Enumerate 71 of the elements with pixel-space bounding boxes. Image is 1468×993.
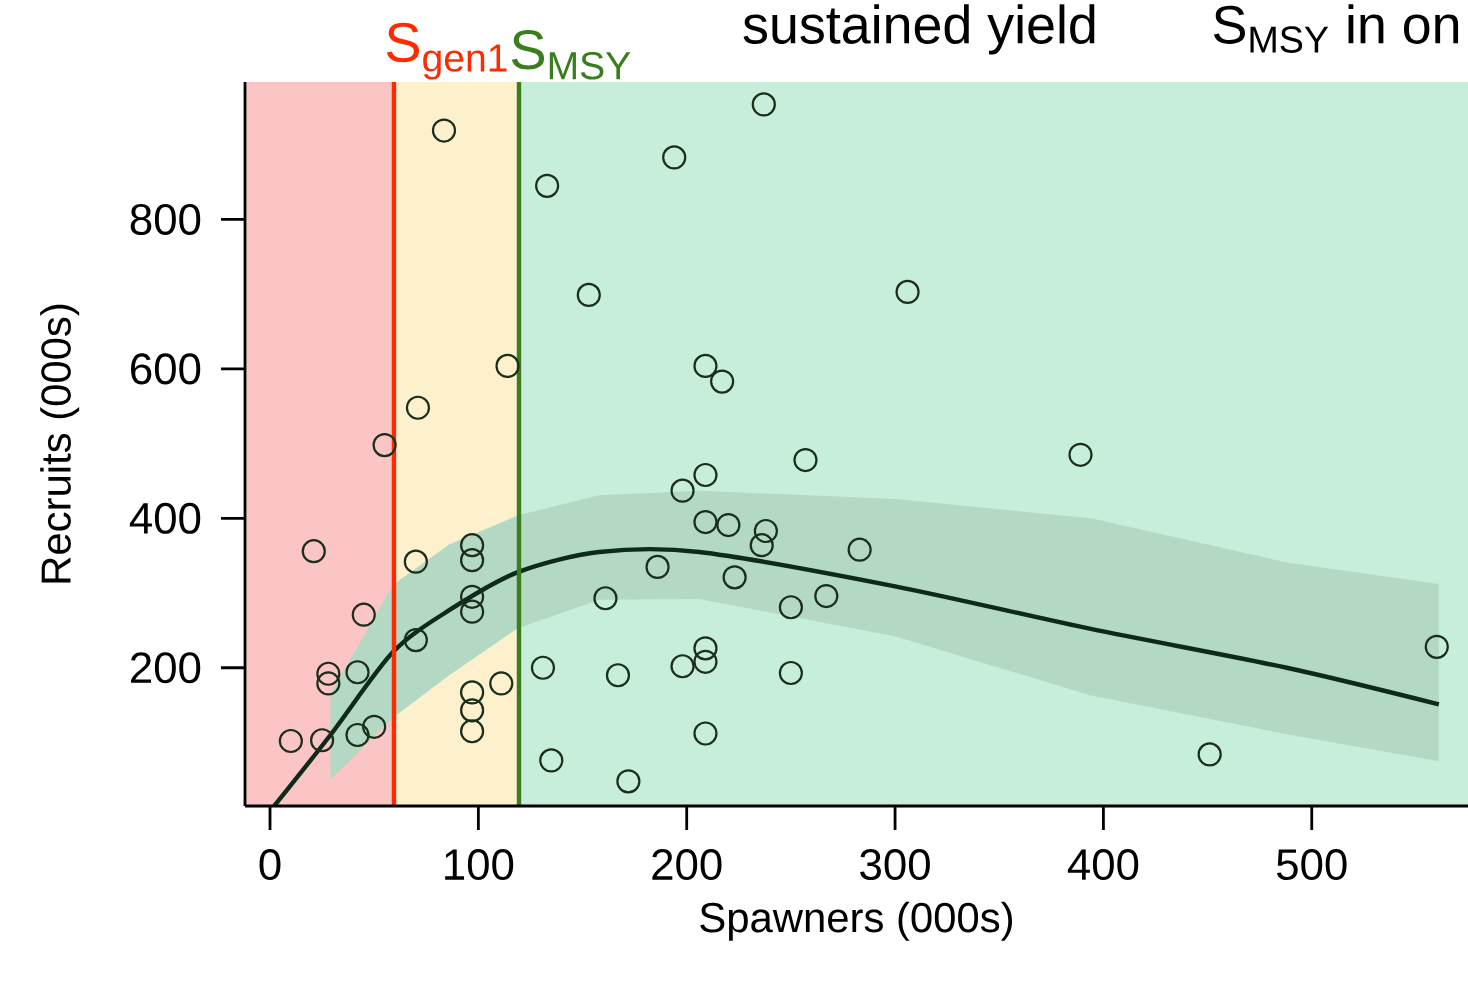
- point: [751, 92, 776, 117]
- point: [847, 537, 872, 562]
- x-axis-title: Spawners (000s): [700, 901, 1012, 941]
- point: [431, 118, 457, 143]
- point: [460, 533, 485, 558]
- y-tick-label: 400: [129, 502, 201, 534]
- point: [576, 282, 601, 308]
- point: [403, 549, 428, 574]
- point: [1068, 442, 1093, 467]
- point: [278, 728, 303, 754]
- point: [403, 628, 428, 653]
- point: [372, 433, 397, 458]
- point: [693, 636, 718, 661]
- ref-line-label: S$_{gen1}$: [386, 22, 507, 80]
- y-tick-label: 600: [131, 353, 201, 385]
- point: [753, 518, 778, 544]
- point: [460, 719, 485, 744]
- point: [1424, 634, 1449, 659]
- text: S$_{MSY}$ in on: [1213, 4, 1459, 53]
- point: [693, 462, 718, 488]
- point: [316, 661, 341, 686]
- point: [693, 509, 718, 535]
- point: [716, 512, 741, 538]
- x-tick-label: 300: [860, 849, 930, 881]
- point: [345, 660, 370, 685]
- point: [1197, 742, 1222, 767]
- point: [460, 584, 485, 609]
- point: [460, 548, 485, 573]
- point: [539, 748, 564, 773]
- point: [362, 714, 387, 739]
- point: [530, 655, 556, 680]
- point: [460, 698, 485, 723]
- x-tick-label: 400: [1067, 849, 1139, 881]
- x-tick-label: 100: [445, 849, 514, 881]
- point: [460, 599, 485, 624]
- point: [749, 533, 774, 558]
- point: [309, 728, 335, 753]
- x-tick-label: 200: [652, 849, 722, 881]
- point: [301, 539, 326, 564]
- point: [495, 353, 520, 378]
- point: [710, 369, 735, 394]
- point: [778, 595, 803, 620]
- point: [351, 602, 376, 627]
- point: [535, 173, 560, 198]
- point: [593, 586, 618, 611]
- x-tick-label: 0: [259, 849, 281, 881]
- point: [662, 145, 687, 170]
- x-tick-label: 500: [1276, 849, 1347, 881]
- point: [693, 721, 718, 746]
- y-tick-label: 800: [130, 203, 201, 235]
- point: [895, 279, 920, 305]
- point: [345, 722, 370, 748]
- ref-line-label: S$_{MSY}$: [511, 30, 631, 80]
- point: [316, 671, 341, 696]
- y-tick-label: 200: [131, 652, 201, 684]
- point: [605, 663, 631, 688]
- y-axis-title: Recruits (000s): [40, 304, 80, 583]
- point: [793, 447, 818, 473]
- point: [616, 769, 641, 794]
- point: [405, 395, 431, 420]
- text: sustained yield: [743, 4, 1095, 55]
- point: [489, 671, 514, 696]
- point: [722, 565, 747, 590]
- point: [645, 554, 670, 579]
- point: [814, 583, 839, 609]
- point: [670, 478, 695, 503]
- point: [693, 649, 718, 674]
- point: [693, 353, 718, 378]
- point: [670, 654, 695, 679]
- point: [460, 680, 485, 705]
- point: [778, 660, 803, 686]
